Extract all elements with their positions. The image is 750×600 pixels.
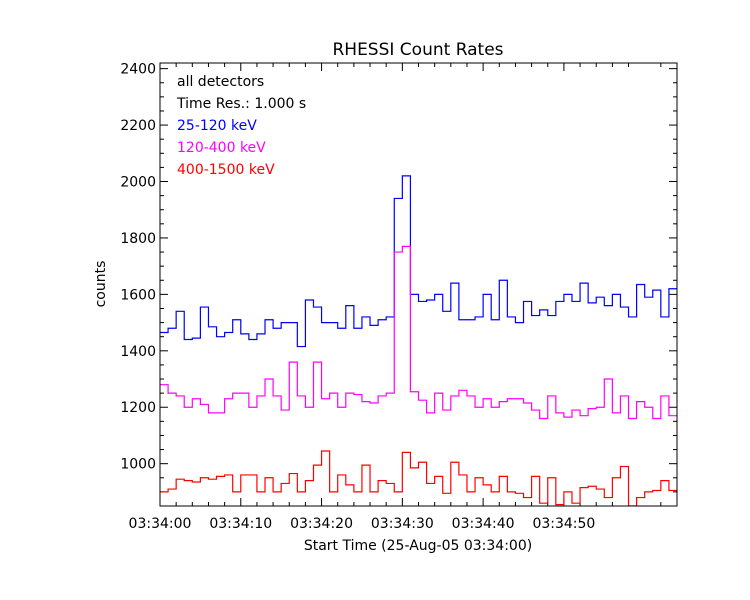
- series-line-120-400-kev: [160, 245, 677, 420]
- series-layer: [160, 175, 677, 506]
- x-tick-label: 03:34:30: [371, 516, 434, 532]
- x-tick-label: 03:34:40: [452, 516, 515, 532]
- y-tick-label: 1400: [120, 344, 156, 360]
- x-tick-label: 03:34:50: [532, 516, 595, 532]
- legend-entry: 120-400 keV: [177, 140, 266, 156]
- series-line-400-1500-kev: [160, 450, 677, 506]
- legend-entry: 400-1500 keV: [177, 162, 275, 178]
- y-tick-label: 2200: [120, 118, 156, 134]
- annotation-text: Time Res.: 1.000 s: [176, 96, 306, 112]
- x-tick-label: 03:34:10: [209, 516, 272, 532]
- y-axis-label: counts: [93, 261, 109, 308]
- axes-layer: 1000 1200 1400 1600 1800 2000 2200 2400 03:34:00…: [120, 62, 677, 532]
- y-tick-label: 2000: [120, 175, 156, 191]
- y-tick-label: 2400: [120, 62, 156, 78]
- annotation-text: all detectors: [177, 74, 264, 90]
- series-line-25-120-kev: [160, 175, 677, 348]
- y-tick-label: 1200: [120, 400, 156, 416]
- x-tick-label: 03:34:00: [129, 516, 192, 532]
- y-tick-label: 1800: [120, 231, 156, 247]
- y-tick-label: 1000: [120, 457, 156, 473]
- x-tick-label: 03:34:20: [290, 516, 353, 532]
- x-axis-label: Start Time (25-Aug-05 03:34:00): [304, 538, 532, 554]
- chart-title: RHESSI Count Rates: [332, 40, 503, 60]
- legend-annotations: all detectors Time Res.: 1.000 s 25-120 ke…: [176, 74, 306, 178]
- plot-frame: [159, 62, 678, 507]
- legend-entry: 25-120 keV: [177, 118, 257, 134]
- y-tick-label: 1600: [120, 287, 156, 303]
